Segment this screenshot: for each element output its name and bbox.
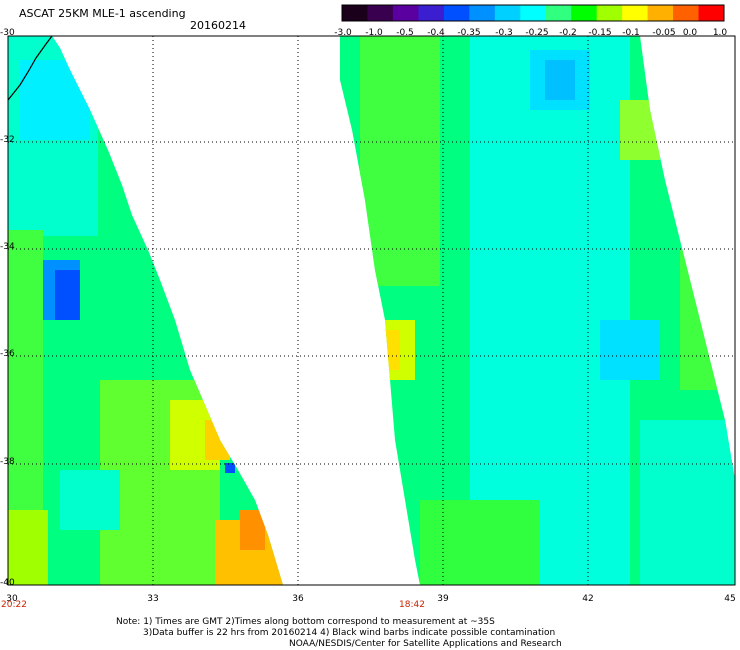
colorbar-segment — [469, 5, 496, 21]
date-label: 20160214 — [190, 19, 246, 32]
colorbar-segment — [494, 5, 521, 21]
lon-label: 39 — [437, 594, 449, 604]
pass-time-label: 20:22 — [1, 600, 27, 610]
colorbar-segment — [520, 5, 547, 21]
note-line-3: NOAA/NESDIS/Center for Satellite Applica… — [289, 639, 562, 649]
colorbar-segment — [698, 5, 725, 21]
note-line-1: Note: 1) Times are GMT 2)Times along bot… — [116, 617, 495, 627]
colorbar-tick-label: -0.5 — [396, 28, 414, 38]
pass-time-label: 18:42 — [399, 600, 425, 610]
colorbar-tick-label: -0.2 — [559, 28, 577, 38]
colorbar-segment — [596, 5, 623, 21]
note-line-2: 3)Data buffer is 22 hrs from 20160214 4)… — [143, 628, 556, 638]
colorbar — [342, 5, 725, 21]
left-swath — [8, 36, 283, 585]
colorbar-tick-label: -1.0 — [365, 28, 383, 38]
colorbar-segment — [418, 5, 445, 21]
colorbar-segment — [367, 5, 394, 21]
colorbar-tick-label: -3.0 — [334, 28, 352, 38]
colorbar-segment — [392, 5, 419, 21]
lat-label: -34 — [0, 242, 15, 252]
product-title: ASCAT 25KM MLE-1 ascending — [19, 7, 186, 20]
colorbar-segment — [443, 5, 470, 21]
lon-label: 33 — [147, 594, 159, 604]
colorbar-tick-label: -0.25 — [525, 28, 549, 38]
lat-label: -36 — [0, 349, 15, 359]
colorbar-tick-label: 1.0 — [712, 28, 728, 38]
lat-label: -38 — [0, 457, 15, 467]
colorbar-tick-label: -0.35 — [457, 28, 481, 38]
lat-label: -32 — [0, 135, 15, 145]
colorbar-tick-label: -0.4 — [427, 28, 445, 38]
colorbar-segment — [647, 5, 674, 21]
lat-label: -30 — [0, 28, 15, 38]
lon-label: 42 — [582, 594, 594, 604]
plot-frame — [7, 35, 736, 586]
colorbar-tick-label: -0.15 — [588, 28, 612, 38]
lon-label: 30 — [6, 594, 18, 604]
colorbar-frame — [341, 4, 725, 22]
coastline — [7, 35, 53, 101]
colorbar-segment — [571, 5, 598, 21]
colorbar-segment — [673, 5, 700, 21]
colorbar-tick-label: -0.3 — [495, 28, 513, 38]
colorbar-tick-label: 0.0 — [682, 28, 698, 38]
right-swath — [340, 36, 735, 585]
colorbar-segment — [622, 5, 649, 21]
lon-label: 36 — [292, 594, 304, 604]
lon-label: 45 — [724, 594, 736, 604]
colorbar-tick-label: -0.1 — [622, 28, 640, 38]
colorbar-tick-label: -0.05 — [652, 28, 676, 38]
lat-label: -40 — [0, 578, 15, 588]
colorbar-segment — [342, 5, 368, 21]
colorbar-segment — [545, 5, 572, 21]
